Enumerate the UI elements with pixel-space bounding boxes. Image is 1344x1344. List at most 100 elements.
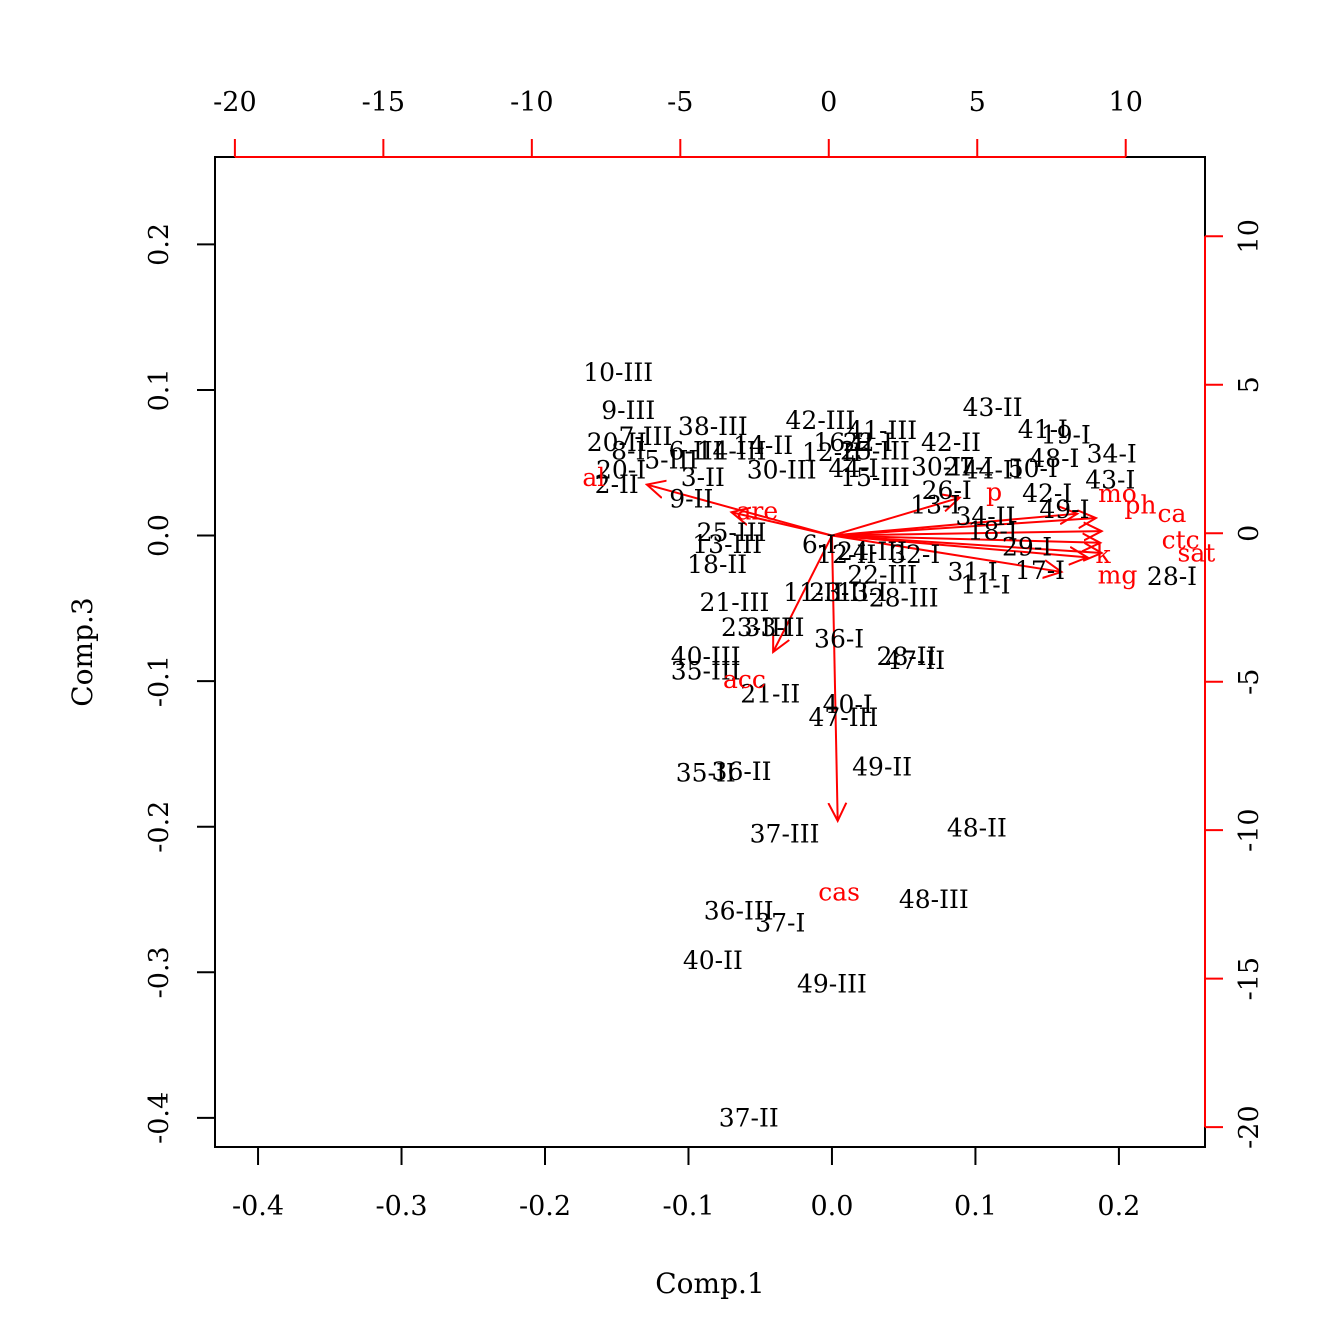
- observation-label: 41-I: [1018, 415, 1068, 444]
- observation-label: 11-I: [960, 571, 1010, 600]
- variable-label-mg: mg: [1098, 560, 1138, 589]
- variable-arrow-ca: [831, 531, 1102, 535]
- observation-label: 25-III: [697, 518, 767, 547]
- observation-label: 48-II: [947, 814, 1007, 843]
- variable-arrow-ctc: [831, 536, 1100, 543]
- observation-label: 30-III: [747, 456, 817, 485]
- observation-label: 22-III: [847, 560, 917, 589]
- observation-label: 47-II: [885, 646, 945, 675]
- observation-label: 31-I: [947, 557, 997, 586]
- x-axis-bottom: -0.4 -0.3 -0.2 -0.1 0.0 0.1 0.2: [232, 1146, 1140, 1222]
- observation-label: 12-II: [802, 438, 862, 467]
- observation-label: 5-III: [644, 445, 698, 474]
- observation-label: 42-I: [1022, 479, 1072, 508]
- right-tick-label: -5: [1234, 669, 1265, 695]
- variable-arrow-p: [831, 498, 960, 537]
- right-tick-label: 5: [1234, 376, 1265, 393]
- observation-label: 35-II: [676, 758, 736, 787]
- observation-label: 13-III: [692, 530, 762, 559]
- observation-label: 2-II: [595, 470, 639, 499]
- observation-label: 10-III: [583, 358, 653, 387]
- observation-label: 14-II: [733, 431, 793, 460]
- variable-label-k: k: [1096, 540, 1112, 569]
- observation-label: 47-III: [808, 703, 878, 732]
- x-axis-top-secondary: -20 -15 -10 -5 0 5 10: [213, 87, 1143, 158]
- observation-label: 28-I: [1147, 562, 1197, 591]
- variable-label-al: al: [582, 463, 605, 492]
- observation-label: 48-III: [899, 885, 969, 914]
- x-tick-label: 0.1: [954, 1191, 997, 1222]
- top-tick-label: 10: [1109, 87, 1143, 118]
- observation-label: 12-II: [816, 540, 876, 569]
- variable-arrow-k: [831, 534, 1087, 558]
- variable-label-ctc: ctc: [1162, 525, 1200, 554]
- variable-label-p: p: [986, 477, 1002, 506]
- observation-label: 40-III: [671, 642, 741, 671]
- observation-label: 11-II: [783, 578, 843, 607]
- x-tick-label: -0.1: [662, 1191, 714, 1222]
- observation-label: 9-II: [669, 485, 713, 514]
- observation-label: 36-II: [712, 757, 772, 786]
- y-tick-label: -0.4: [144, 1092, 175, 1144]
- observation-label: 41-III: [847, 416, 917, 445]
- observation-label: 37-II: [719, 1103, 779, 1132]
- observation-label: 29-I: [1002, 533, 1052, 562]
- x-tick-label: -0.3: [375, 1191, 427, 1222]
- right-tick-label: -15: [1234, 957, 1265, 1000]
- observation-label: 18-II: [687, 550, 747, 579]
- observation-label: 6-III: [669, 437, 723, 466]
- observation-label: 21-II: [740, 680, 800, 709]
- observation-label: 43-II: [963, 393, 1023, 422]
- variable-arrow-are: [732, 512, 833, 537]
- top-tick-label: 0: [820, 87, 837, 118]
- observation-label: 36-I: [814, 624, 864, 653]
- top-tick-label: -15: [362, 87, 405, 118]
- variable-arrow-acc: [773, 535, 833, 652]
- right-tick-label: -10: [1234, 808, 1265, 851]
- variable-label-mo: mo: [1098, 479, 1137, 508]
- observation-label: 37-I: [755, 908, 805, 937]
- right-tick-label: 10: [1234, 219, 1265, 253]
- top-tick-label: -5: [667, 87, 693, 118]
- observation-label: 7-III: [618, 422, 672, 451]
- y-axis-left: -0.4 -0.3 -0.2 -0.1 0.0 0.1 0.2: [144, 223, 216, 1144]
- variable-label-ca: ca: [1158, 499, 1187, 528]
- observation-label: 42-II: [921, 428, 981, 457]
- observation-label: 23-II: [809, 578, 869, 607]
- y-tick-label: -0.1: [144, 655, 175, 707]
- variable-label-sat: sat: [1178, 539, 1216, 568]
- observation-label: 34-I: [1087, 440, 1137, 469]
- right-tick-label: -20: [1234, 1105, 1265, 1148]
- observation-label: 35-III: [671, 656, 741, 685]
- observation-label: 14-III: [697, 437, 767, 466]
- observation-label: 20-I: [596, 456, 646, 485]
- y-axis-right-secondary: -20 -15 -10 -5 0 5 10: [1204, 219, 1265, 1149]
- y-tick-label: -0.3: [144, 946, 175, 998]
- x-tick-label: 0.2: [1097, 1191, 1140, 1222]
- y-tick-label: 0.2: [144, 223, 175, 266]
- variable-arrow-mg: [831, 534, 1062, 572]
- observation-labels: 10-III 9-III 38-III7-III20-II8-I20-I2-II5-…: [583, 358, 1197, 1132]
- y-tick-label: 0.0: [144, 514, 175, 557]
- observation-label: 37-III: [750, 819, 820, 848]
- observation-label: 26-I: [922, 476, 972, 505]
- observation-label: 6-I: [802, 530, 836, 559]
- observation-label: 15-III: [840, 463, 910, 492]
- observation-label: 49-III: [797, 969, 867, 998]
- observation-label: 44-II: [963, 456, 1023, 485]
- observation-label: 49-I: [1039, 495, 1089, 524]
- observation-label: 50-I: [1008, 454, 1058, 483]
- variable-arrows: [647, 485, 1102, 821]
- top-tick-label: 5: [969, 87, 986, 118]
- observation-label: 38-III: [678, 412, 748, 441]
- observation-label: 24-III: [837, 537, 907, 566]
- observation-label: 49-II: [852, 753, 912, 782]
- variable-arrow-ph: [831, 518, 1096, 537]
- observation-label: 27-I: [943, 453, 993, 482]
- observation-label: 36-III: [704, 897, 774, 926]
- observation-label: 8-I: [611, 437, 645, 466]
- observation-label: 18-I: [968, 517, 1018, 546]
- observation-label: 19-I: [1041, 421, 1091, 450]
- observation-label: 48-I: [1029, 444, 1079, 473]
- observation-label: 32-I: [890, 540, 940, 569]
